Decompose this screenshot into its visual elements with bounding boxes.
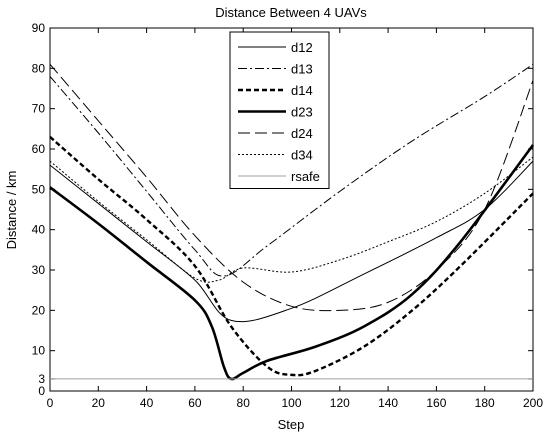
y-tick-label: 50 bbox=[32, 182, 46, 196]
y-tick-label: 30 bbox=[32, 263, 46, 277]
chart-title: Distance Between 4 UAVs bbox=[215, 5, 367, 20]
legend-label-d23: d23 bbox=[291, 105, 313, 120]
legend-label-d13: d13 bbox=[291, 62, 313, 77]
y-tick-label: 60 bbox=[32, 142, 46, 156]
plot-axes: 0 20 40 60 80 100 120 140 160 180 200 03 10 20 30 40 50 6… bbox=[32, 21, 544, 410]
x-tick-label: 20 bbox=[92, 396, 106, 410]
x-tick-label: 60 bbox=[188, 396, 202, 410]
x-tick-label: 140 bbox=[378, 396, 398, 410]
legend-label-d14: d14 bbox=[291, 83, 313, 98]
x-tick-label: 200 bbox=[523, 396, 543, 410]
y-tick-label: 70 bbox=[32, 102, 46, 116]
series-line-d24 bbox=[49, 63, 534, 312]
legend-label-d12: d12 bbox=[291, 40, 313, 55]
series-line-d14 bbox=[49, 135, 534, 377]
series-line-d12 bbox=[49, 160, 534, 323]
y-tick-label: 90 bbox=[32, 21, 46, 35]
series-line-d34 bbox=[49, 156, 534, 283]
x-tick-label: 100 bbox=[281, 396, 301, 410]
y-tick-label: 10 bbox=[32, 344, 46, 358]
series-line-d23 bbox=[49, 144, 535, 381]
y-tick-label: 80 bbox=[32, 61, 46, 75]
legend-label-rsafe: rsafe bbox=[291, 169, 320, 184]
legend-label-d34: d34 bbox=[291, 148, 313, 163]
x-tick-label: 180 bbox=[475, 396, 495, 410]
x-tick-label: 120 bbox=[330, 396, 350, 410]
y-tick-label: 3 bbox=[38, 372, 45, 386]
y-axis-label: Distance / km bbox=[4, 171, 19, 250]
x-tick-label: 80 bbox=[237, 396, 251, 410]
y-tick-label: 0 bbox=[38, 384, 45, 398]
x-tick-label: 0 bbox=[47, 396, 54, 410]
y-tick-label: 20 bbox=[32, 303, 46, 317]
y-tick-label: 40 bbox=[32, 223, 46, 237]
x-tick-label: 160 bbox=[426, 396, 446, 410]
series-lines bbox=[49, 63, 535, 381]
x-tick-label: 40 bbox=[140, 396, 154, 410]
legend-label-d24: d24 bbox=[291, 126, 313, 141]
chart-legend: d12 d13 d14 d23 d24 d34 rsafe bbox=[229, 31, 330, 189]
x-axis-label: Step bbox=[278, 417, 305, 432]
